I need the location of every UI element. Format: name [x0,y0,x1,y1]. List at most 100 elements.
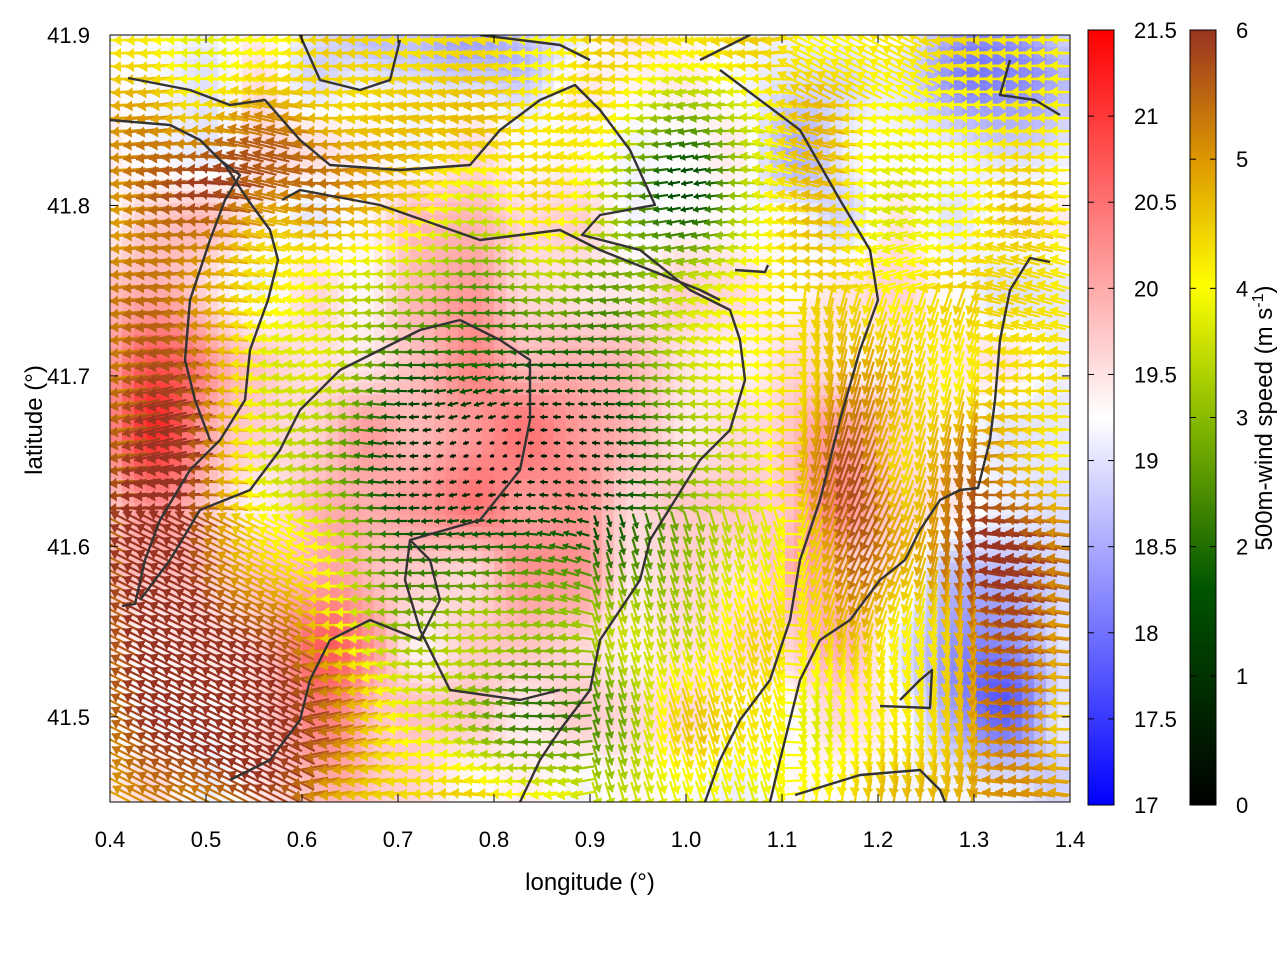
temperature-cell [542,383,555,396]
temperature-cell [518,335,531,348]
temperature-cell [530,503,543,516]
temperature-cell [926,131,939,144]
temperature-cell [506,539,519,552]
temperature-cell [650,179,663,192]
temperature-cell [1022,143,1035,156]
temperature-cell [446,539,459,552]
temperature-cell [542,395,555,408]
temperature-cell [398,383,411,396]
temperature-cell [110,131,123,144]
temperature-cell [998,131,1011,144]
temperature-cell [1058,119,1070,132]
temperature-cell [542,131,555,144]
temperature-cell [314,119,327,132]
temperature-cell [1010,119,1023,132]
temperature-cell [194,155,207,168]
temperature-cell [482,443,495,456]
temperature-cell [374,443,387,456]
temperature-cell [482,491,495,504]
temperature-cell [458,431,471,444]
temperature-cell [590,491,603,504]
temperature-cell [914,131,927,144]
temperature-cell [566,395,579,408]
temperature-cell [578,443,591,456]
temperature-cell [314,107,327,120]
temperature-cell [434,431,447,444]
temperature-cell [1010,143,1023,156]
temperature-cell [182,143,195,156]
temperature-cell [530,491,543,504]
temperature-cell [494,443,507,456]
temperature-cell [614,143,627,156]
temperature-cell [458,335,471,348]
temperature-cell [554,335,567,348]
temperature-cell [590,383,603,396]
temperature-cell [410,491,423,504]
temperature-cell [902,119,915,132]
temperature-cell [530,431,543,444]
temperature-cell [422,443,435,456]
temperature-cell [1058,179,1070,192]
temperature-cell [530,143,543,156]
temperature-cell [170,131,183,144]
temperature-cell [506,431,519,444]
temperature-cell [854,131,867,144]
temperature-cell [422,491,435,504]
temperature-cell [578,383,591,396]
temperature-cell [386,443,399,456]
temperature-cell [530,443,543,456]
temperature-cell [746,143,759,156]
temperature-cell [470,455,483,468]
temperature-cell [518,491,531,504]
temperature-cell [926,119,939,132]
temperature-cell [530,383,543,396]
temperature-cell [410,551,423,564]
temperature-cell [650,131,663,144]
temperature-cell [662,131,675,144]
temperature-cell [458,443,471,456]
temperature-cell [1058,695,1070,708]
temperature-cell [1058,107,1070,120]
temperature-cell [614,107,627,120]
temperature-cell [650,143,663,156]
temperature-cell [1058,443,1070,456]
temperature-cell [506,443,519,456]
temperature-cell [1058,395,1070,408]
temperature-cell [326,131,339,144]
temperature-cell [998,143,1011,156]
temperature-cell [938,143,951,156]
temperature-cell [410,347,423,360]
temperature-cell [590,395,603,408]
temperature-cell [566,335,579,348]
temperature-cell [458,491,471,504]
temperature-cell [854,119,867,132]
temperature-cell [614,119,627,132]
plot-area [110,35,1070,802]
temperature-cell [1058,83,1070,96]
temperature-cell [602,131,615,144]
temperature-cell [1058,131,1070,144]
temperature-cell [374,335,387,348]
temperature-cell [386,431,399,444]
temperature-cell [662,119,675,132]
temperature-cell [626,35,639,48]
temperature-cell [326,35,339,48]
temperature-cell [518,551,531,564]
temperature-cell [650,119,663,132]
temperature-cell [386,395,399,408]
temperature-cell [518,395,531,408]
temperature-cell [410,443,423,456]
temperature-cell [914,119,927,132]
temperature-cell [506,491,519,504]
temperature-cell [566,431,579,444]
temperature-cell [1058,707,1070,720]
temperature-cell [602,395,615,408]
temperature-cell [494,503,507,516]
temperature-cell [422,431,435,444]
temperature-cell [434,491,447,504]
temperature-cell [926,143,939,156]
temperature-cell [446,443,459,456]
temperature-cell [530,395,543,408]
temperature-cell [566,443,579,456]
